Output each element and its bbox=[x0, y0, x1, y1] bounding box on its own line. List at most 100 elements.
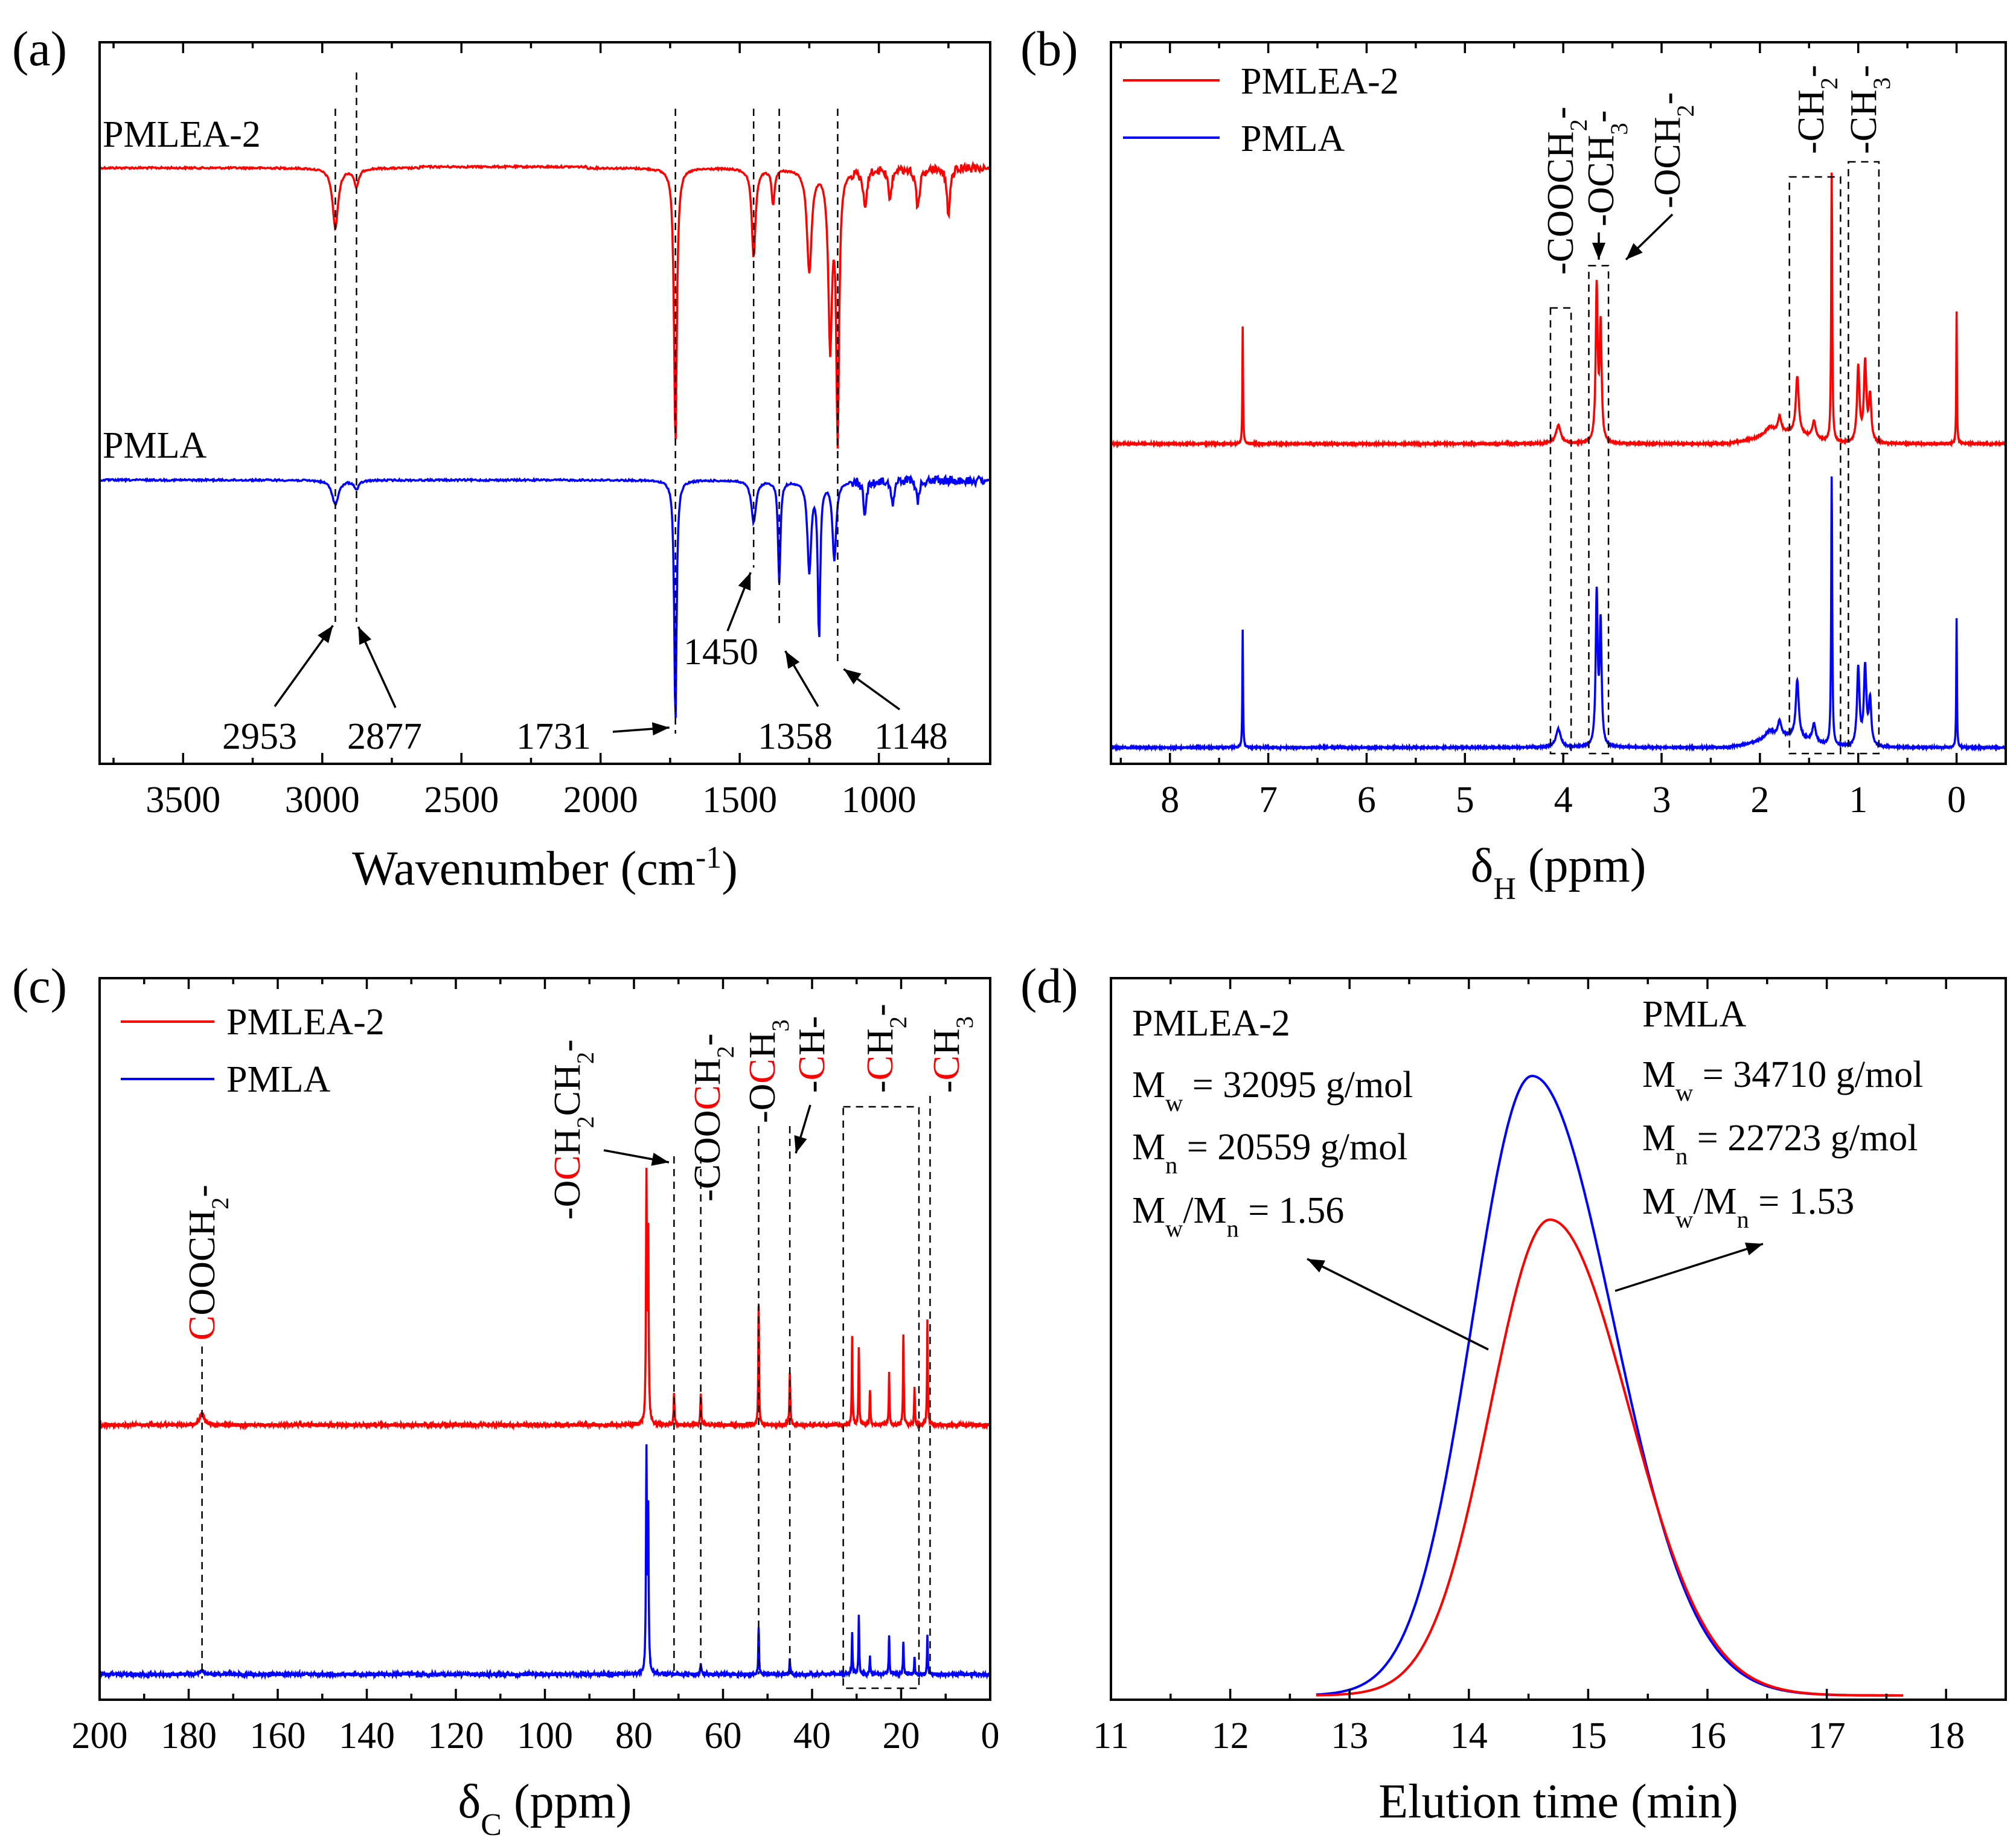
panel-d: 11 12 13 14 15 16 17 18 Elution time (min) (d) PML… bbox=[1020, 958, 2007, 1828]
gpc-PDI-PMLA-part: w bbox=[1675, 1206, 1693, 1233]
peak-label-COOCH2: -COOCH2- bbox=[1540, 107, 1592, 275]
peak-label-CH3-part: -CH bbox=[1843, 89, 1884, 154]
legend-label-PMLEA-2: PMLEA-2 bbox=[1241, 61, 1399, 102]
x-tick-label-part: 120 bbox=[428, 1715, 484, 1756]
series-PMLEA-2 bbox=[98, 1168, 991, 1431]
x-axis-label-part: ) bbox=[722, 842, 738, 895]
x-tick-label: 3 bbox=[1653, 780, 1671, 821]
x-tick-label-part: 1000 bbox=[842, 780, 917, 821]
arrow-PMLA-line bbox=[1614, 1243, 1764, 1292]
x-tick-label: 8 bbox=[1160, 780, 1179, 821]
peak-label-CH2-part: - bbox=[860, 1080, 901, 1093]
peak-label-OCH2CH2-part: -O bbox=[547, 1180, 588, 1220]
x-tick-label: 7 bbox=[1259, 780, 1278, 821]
peak-label-CH3-part: - bbox=[1843, 65, 1884, 77]
x-tick-label: 2000 bbox=[563, 780, 638, 821]
x-tick-label: 1000 bbox=[842, 780, 917, 821]
peak-label-OCH2CH2: -OCH2CH2- bbox=[547, 1039, 599, 1220]
gpc-name-PMLEA-2-part: PMLEA-2 bbox=[1132, 1003, 1290, 1044]
gpc-Mw-PMLA-part: M bbox=[1642, 1054, 1675, 1095]
x-tick-label-part: 160 bbox=[250, 1715, 306, 1756]
panel-c: 200 180 160 140 120 100 80 60 40 20 0δC (ppm)(c)PM… bbox=[12, 958, 1000, 1841]
gpc-PDI-PMLA-part: n bbox=[1737, 1206, 1749, 1233]
peak-label-1358-part: 1358 bbox=[758, 716, 833, 757]
gpc-name-PMLA-part: PMLA bbox=[1642, 994, 1746, 1035]
peak-label-COOCH2-b-part: H bbox=[687, 1058, 728, 1085]
trace-label-PMLA-part: PMLA bbox=[103, 425, 206, 466]
peak-label-1148: 1148 bbox=[874, 716, 948, 757]
peak-label-OCH3-part: -OCH bbox=[1581, 135, 1622, 226]
gpc-Mn-PMLEA-2-part: M bbox=[1132, 1127, 1165, 1168]
series-PMLEA-2 bbox=[1110, 172, 2007, 449]
peak-label-CH3-part: 3 bbox=[1868, 77, 1895, 89]
peak-label-1148-part: 1148 bbox=[874, 716, 948, 757]
peak-label-CH2: -CH2- bbox=[1791, 65, 1843, 154]
gpc-name-PMLA: PMLA bbox=[1642, 994, 1746, 1035]
peak-label-1450-part: 1450 bbox=[683, 632, 758, 673]
arrow-OCH3-head bbox=[1592, 243, 1605, 260]
legend-label-PMLEA-2: PMLEA-2 bbox=[226, 1002, 385, 1043]
arrow-1731-head bbox=[651, 722, 670, 736]
x-tick-label: 3000 bbox=[285, 780, 360, 821]
legend-label-PMLA-part: PMLA bbox=[226, 1059, 330, 1100]
arrow-PMLA-head bbox=[1744, 1243, 1763, 1255]
x-axis-label-part: C bbox=[481, 1808, 502, 1841]
plot-frame bbox=[1110, 41, 2007, 765]
gpc-Mw-PMLEA-2: Mw = 32095 g/mol bbox=[1132, 1065, 1413, 1116]
peak-label-OCH3-part: 3 bbox=[767, 1019, 794, 1031]
peak-label-COOCH2: COOCH2- bbox=[182, 1185, 234, 1340]
box-CH3 bbox=[1848, 161, 1880, 755]
peak-label-1731: 1731 bbox=[516, 716, 591, 757]
peak-label-OCH2CH2-part: 2 bbox=[572, 1116, 599, 1128]
x-tick-label-part: 100 bbox=[517, 1715, 573, 1756]
legend-label-PMLEA-2-part: PMLEA-2 bbox=[1241, 61, 1399, 102]
plot-frame bbox=[1110, 977, 2007, 1701]
peak-label-CH2-part: C bbox=[860, 1055, 901, 1080]
peak-label-OCH3-part: C bbox=[742, 1058, 783, 1083]
peak-label-CH3-part: - bbox=[926, 1080, 967, 1093]
x-tick-label-part: 4 bbox=[1554, 780, 1573, 821]
gpc-Mw-PMLEA-2-part: M bbox=[1132, 1065, 1165, 1106]
peak-label-CH3-part: 3 bbox=[951, 1016, 978, 1028]
legend-label-PMLEA-2-part: PMLEA-2 bbox=[226, 1002, 385, 1043]
x-tick-label: 0 bbox=[981, 1715, 1000, 1756]
x-axis-label: Elution time (min) bbox=[1378, 1775, 1738, 1828]
x-tick-label: 200 bbox=[72, 1715, 128, 1756]
x-tick-label: 140 bbox=[339, 1715, 395, 1756]
gpc-PDI-PMLEA-2-part: n bbox=[1227, 1215, 1239, 1242]
peak-label-CH2-part: 2 bbox=[885, 1016, 912, 1028]
x-tick-label: 5 bbox=[1456, 780, 1474, 821]
peak-label-CH3: -CH3 bbox=[926, 1016, 978, 1093]
x-axis-label-part: δ bbox=[1471, 839, 1494, 892]
peak-label-COOCH2-b-part: C bbox=[687, 1085, 728, 1110]
trace-label-PMLEA-2-part: PMLEA-2 bbox=[103, 114, 261, 155]
x-tick-label-part: 2000 bbox=[563, 780, 638, 821]
x-tick-label-part: 6 bbox=[1357, 780, 1376, 821]
arrow-OCH2-head bbox=[1626, 243, 1643, 260]
x-tick-label-part: 7 bbox=[1259, 780, 1278, 821]
x-tick-label-part: 16 bbox=[1689, 1715, 1726, 1756]
x-tick-label: 17 bbox=[1808, 1715, 1846, 1756]
panel-label-d: (d) bbox=[1020, 958, 1078, 1013]
gpc-PDI-PMLEA-2-part: /M bbox=[1183, 1190, 1226, 1231]
peak-label-2877-part: 2877 bbox=[347, 716, 422, 757]
peak-label-OCH2CH2-part: C bbox=[547, 1155, 588, 1180]
panel-label-b-part: (b) bbox=[1020, 21, 1078, 76]
box-COOCH2 bbox=[1549, 307, 1572, 755]
peak-label-CH-part: H- bbox=[792, 1016, 833, 1055]
x-tick-label-part: 3500 bbox=[146, 780, 220, 821]
peak-label-CH-part: - bbox=[792, 1080, 833, 1093]
peak-label-COOCH2-part: C bbox=[182, 1316, 223, 1340]
x-tick-label: 1500 bbox=[702, 780, 777, 821]
x-axis-label-part: H bbox=[1493, 872, 1516, 906]
peak-label-CH3: -CH3- bbox=[1843, 65, 1895, 154]
peak-label-CH3-part: C bbox=[926, 1055, 967, 1080]
peak-label-OCH2: -OCH2- bbox=[1647, 92, 1699, 208]
x-tick-label: 13 bbox=[1331, 1715, 1368, 1756]
peak-label-OCH2CH2-part: 2 bbox=[572, 1052, 599, 1064]
gpc-Mw-PMLA: Mw = 34710 g/mol bbox=[1642, 1054, 1923, 1106]
x-axis-label-part: -1 bbox=[696, 840, 722, 875]
plot-frame bbox=[98, 41, 991, 765]
peak-label-OCH3: -OCH3 bbox=[742, 1019, 794, 1123]
arrow-2953-head bbox=[318, 626, 333, 644]
